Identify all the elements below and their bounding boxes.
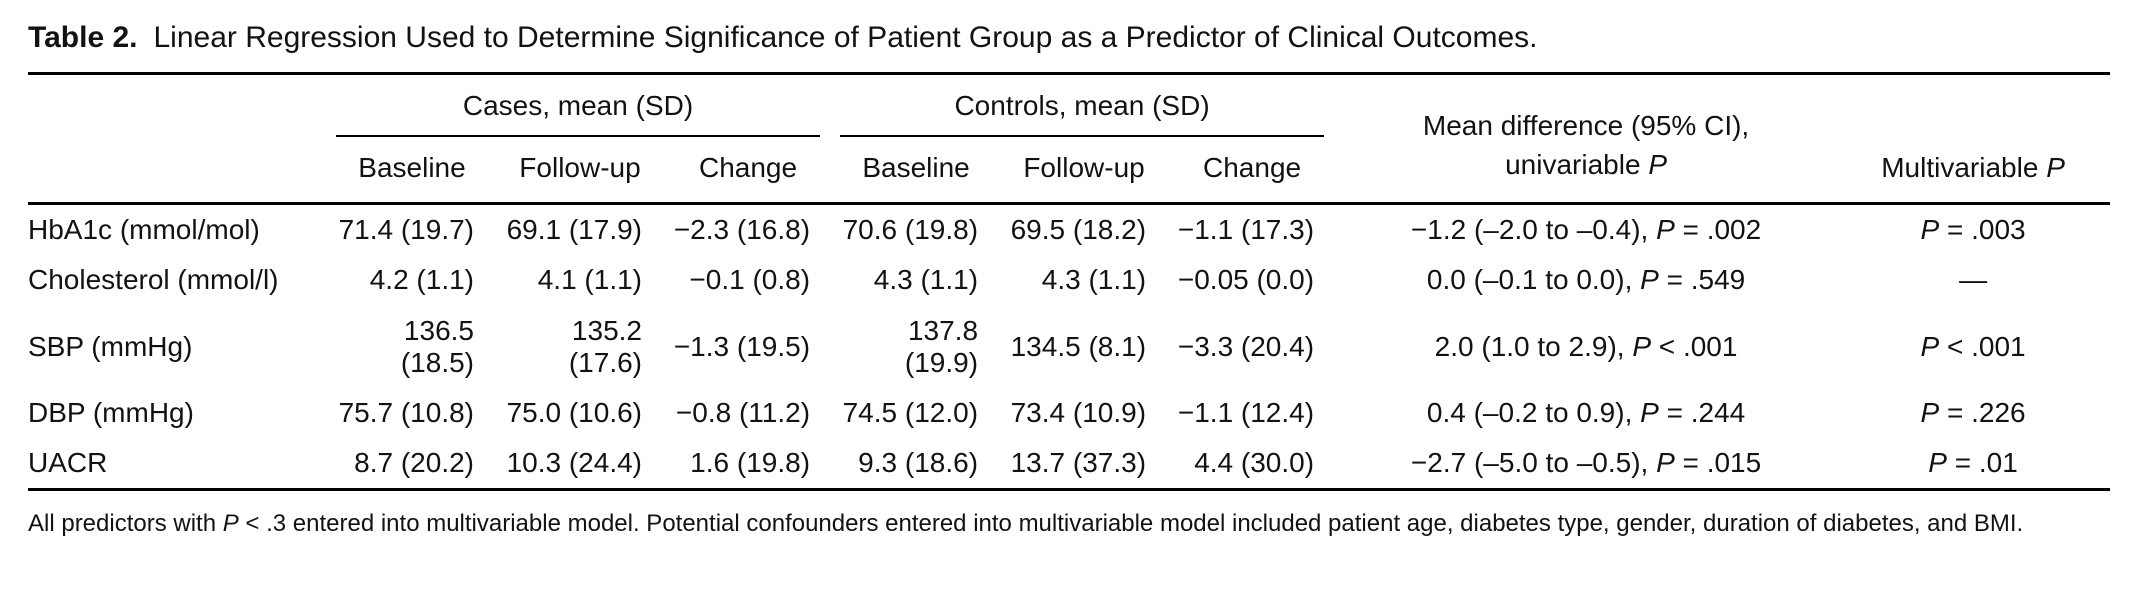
table-number: Table 2. bbox=[28, 21, 138, 54]
table-row: DBP (mmHg) 75.7 (10.8) 75.0 (10.6) −0.8 … bbox=[28, 388, 2110, 438]
mean-difference-header: Mean difference (95% CI), univariable P bbox=[1336, 74, 1836, 204]
cases-change-cell: 1.6 (19.8) bbox=[690, 447, 811, 479]
sub-header-row: Baseline Follow-up Change Baseline Follo… bbox=[28, 137, 2110, 204]
controls-change-cell: 4.4 (30.0) bbox=[1194, 447, 1315, 479]
multivariable-p-header: Multivariable P bbox=[1881, 152, 2065, 184]
cases-followup-cell: 75.0 (10.6) bbox=[506, 396, 642, 428]
cases-change-header: Change bbox=[698, 151, 798, 183]
cases-followup-cell: 69.1 (17.9) bbox=[506, 214, 642, 246]
table-title: Table 2. Linear Regression Used to Determ… bbox=[28, 20, 2111, 56]
cases-followup-cell: 4.1 (1.1) bbox=[537, 264, 642, 296]
mean-difference-header-line2: univariable P bbox=[1505, 149, 1667, 180]
controls-baseline-cell: 9.3 (18.6) bbox=[858, 447, 979, 479]
controls-change-cell: −3.3 (20.4) bbox=[1177, 330, 1315, 362]
controls-followup-cell: 134.5 (8.1) bbox=[1010, 330, 1147, 362]
row-label: UACR bbox=[28, 447, 108, 479]
controls-group-label: Controls, mean (SD) bbox=[840, 75, 1325, 137]
multivariable-p-cell: — bbox=[1959, 264, 1988, 296]
controls-followup-cell: 13.7 (37.3) bbox=[1010, 447, 1147, 479]
cases-change-cell: −2.3 (16.8) bbox=[673, 214, 811, 246]
mean-difference-cell: −1.2 (–2.0 to –0.4), P = .002 bbox=[1410, 214, 1762, 246]
controls-change-header: Change bbox=[1203, 151, 1302, 183]
cases-change-cell: −0.1 (0.8) bbox=[689, 264, 811, 296]
controls-group-header: Controls, mean (SD) bbox=[832, 74, 1336, 137]
regression-table: Cases, mean (SD) Controls, mean (SD) Mea… bbox=[28, 72, 2111, 492]
cases-followup-cell: 135.2 (17.6) bbox=[568, 314, 642, 378]
row-label: SBP (mmHg) bbox=[28, 330, 193, 362]
cases-followup-header: Follow-up bbox=[519, 151, 641, 183]
mean-difference-cell: −2.7 (–5.0 to –0.5), P = .015 bbox=[1410, 447, 1762, 479]
controls-followup-cell: 69.5 (18.2) bbox=[1010, 214, 1147, 246]
controls-followup-cell: 73.4 (10.9) bbox=[1010, 396, 1147, 428]
table-row: UACR 8.7 (20.2) 10.3 (24.4) 1.6 (19.8) 9… bbox=[28, 438, 2110, 490]
multivariable-p-cell: P = .01 bbox=[1928, 447, 2018, 479]
controls-change-cell: −1.1 (17.3) bbox=[1177, 214, 1315, 246]
mean-difference-cell: 0.4 (–0.2 to 0.9), P = .244 bbox=[1426, 396, 1746, 428]
cases-change-cell: −1.3 (19.5) bbox=[673, 330, 811, 362]
multivariable-p-cell: P = .003 bbox=[1920, 214, 2026, 246]
row-label: Cholesterol (mmol/l) bbox=[28, 264, 279, 296]
controls-change-cell: −1.1 (12.4) bbox=[1177, 396, 1315, 428]
table-row: Cholesterol (mmol/l) 4.2 (1.1) 4.1 (1.1)… bbox=[28, 255, 2110, 305]
table-body: HbA1c (mmol/mol) 71.4 (19.7) 69.1 (17.9)… bbox=[28, 204, 2110, 490]
cases-group-label: Cases, mean (SD) bbox=[336, 75, 821, 137]
controls-change-cell: −0.05 (0.0) bbox=[1177, 264, 1315, 296]
cases-baseline-header: Baseline bbox=[358, 151, 466, 183]
row-label: DBP (mmHg) bbox=[28, 396, 194, 428]
controls-baseline-cell: 74.5 (12.0) bbox=[842, 396, 979, 428]
empty-header-cell bbox=[28, 74, 328, 137]
controls-baseline-cell: 137.8 (19.9) bbox=[904, 314, 979, 378]
mean-difference-cell: 2.0 (1.0 to 2.9), P < .001 bbox=[1434, 330, 1738, 362]
cases-baseline-cell: 8.7 (20.2) bbox=[354, 447, 474, 479]
table-row: HbA1c (mmol/mol) 71.4 (19.7) 69.1 (17.9)… bbox=[28, 204, 2110, 256]
table-header: Cases, mean (SD) Controls, mean (SD) Mea… bbox=[28, 74, 2111, 204]
group-header-row: Cases, mean (SD) Controls, mean (SD) Mea… bbox=[28, 74, 2110, 183]
controls-followup-header: Follow-up bbox=[1023, 151, 1145, 183]
multivariable-p-cell: P = .226 bbox=[1920, 396, 2026, 428]
mean-difference-header-line1: Mean difference (95% CI), bbox=[1422, 109, 1750, 141]
table-caption: Linear Regression Used to Determine Sign… bbox=[153, 21, 1538, 54]
row-label: HbA1c (mmol/mol) bbox=[28, 214, 260, 246]
table-row: SBP (mmHg) 136.5 (18.5) 135.2 (17.6) −1.… bbox=[28, 306, 2110, 388]
controls-followup-cell: 4.3 (1.1) bbox=[1041, 264, 1147, 296]
cases-baseline-cell: 4.2 (1.1) bbox=[369, 264, 474, 296]
mean-difference-cell: 0.0 (–0.1 to 0.0), P = .549 bbox=[1426, 264, 1746, 296]
cases-group-header: Cases, mean (SD) bbox=[328, 74, 832, 137]
row-label-header-cell bbox=[28, 137, 328, 204]
cases-followup-cell: 10.3 (24.4) bbox=[506, 447, 642, 479]
cases-baseline-cell: 71.4 (19.7) bbox=[338, 214, 474, 246]
controls-baseline-cell: 4.3 (1.1) bbox=[873, 264, 979, 296]
controls-baseline-cell: 70.6 (19.8) bbox=[842, 214, 979, 246]
cases-baseline-cell: 75.7 (10.8) bbox=[338, 396, 474, 428]
cases-baseline-cell: 136.5 (18.5) bbox=[400, 314, 474, 378]
cases-change-cell: −0.8 (11.2) bbox=[675, 396, 811, 428]
multivariable-p-cell: P < .001 bbox=[1920, 330, 2026, 362]
controls-baseline-header: Baseline bbox=[862, 151, 970, 183]
table-footnote: All predictors with P < .3 entered into … bbox=[28, 510, 2024, 538]
paper-table-figure: Table 2. Linear Regression Used to Determ… bbox=[28, 20, 2111, 538]
